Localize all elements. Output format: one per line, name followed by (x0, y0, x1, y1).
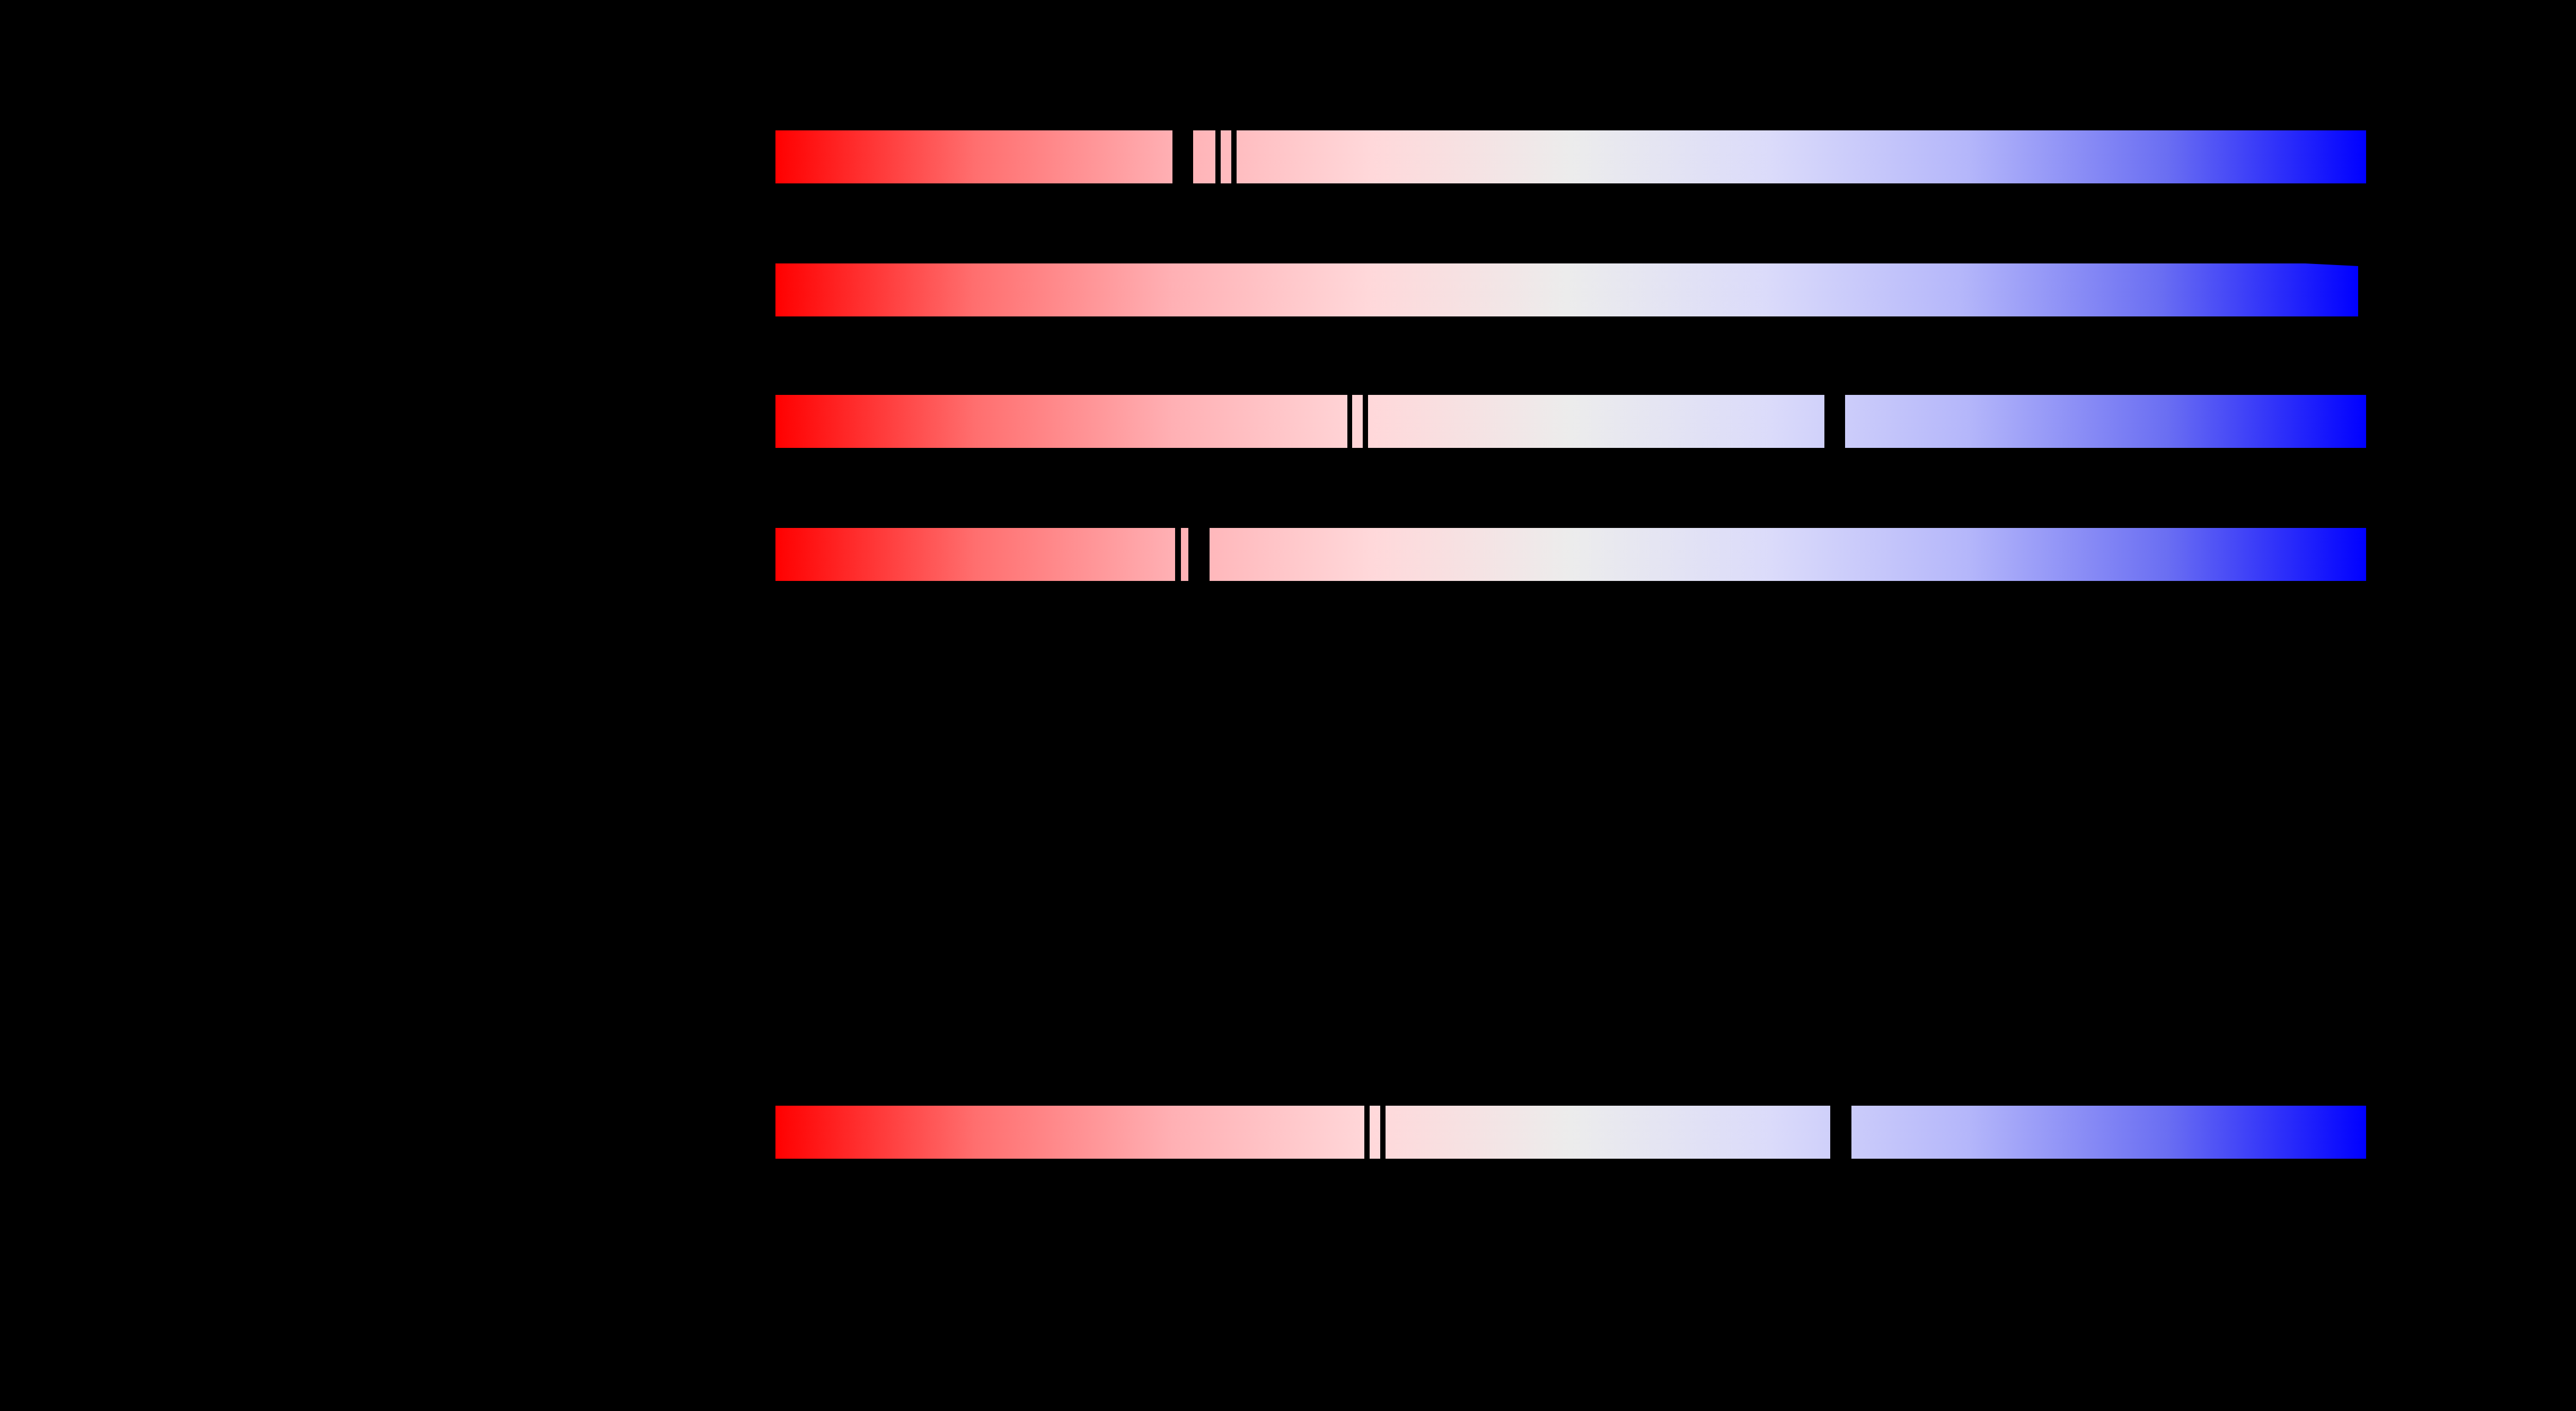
gradient-track-3 (775, 395, 2366, 448)
gradient-track-1 (775, 130, 2366, 183)
gradient-track-2 (775, 263, 2358, 316)
breakpoint-gap (1363, 394, 1368, 448)
breakpoint-gap (1215, 130, 1221, 184)
breakpoint-gap (1175, 527, 1181, 581)
breakpoint-gap (1347, 394, 1352, 448)
breakpoint-gap (1824, 394, 1845, 448)
breakpoint-gap (1380, 1105, 1386, 1159)
breakpoint-gap (1231, 130, 1237, 184)
gradient-track-5 (775, 1106, 2366, 1159)
breakpoint-gap (1830, 1105, 1851, 1159)
figure-canvas (0, 0, 2576, 1411)
breakpoint-gap (1188, 527, 1210, 581)
gradient-track-4 (775, 528, 2366, 581)
breakpoint-gap (1364, 1105, 1370, 1159)
breakpoint-gap (1172, 130, 1193, 184)
